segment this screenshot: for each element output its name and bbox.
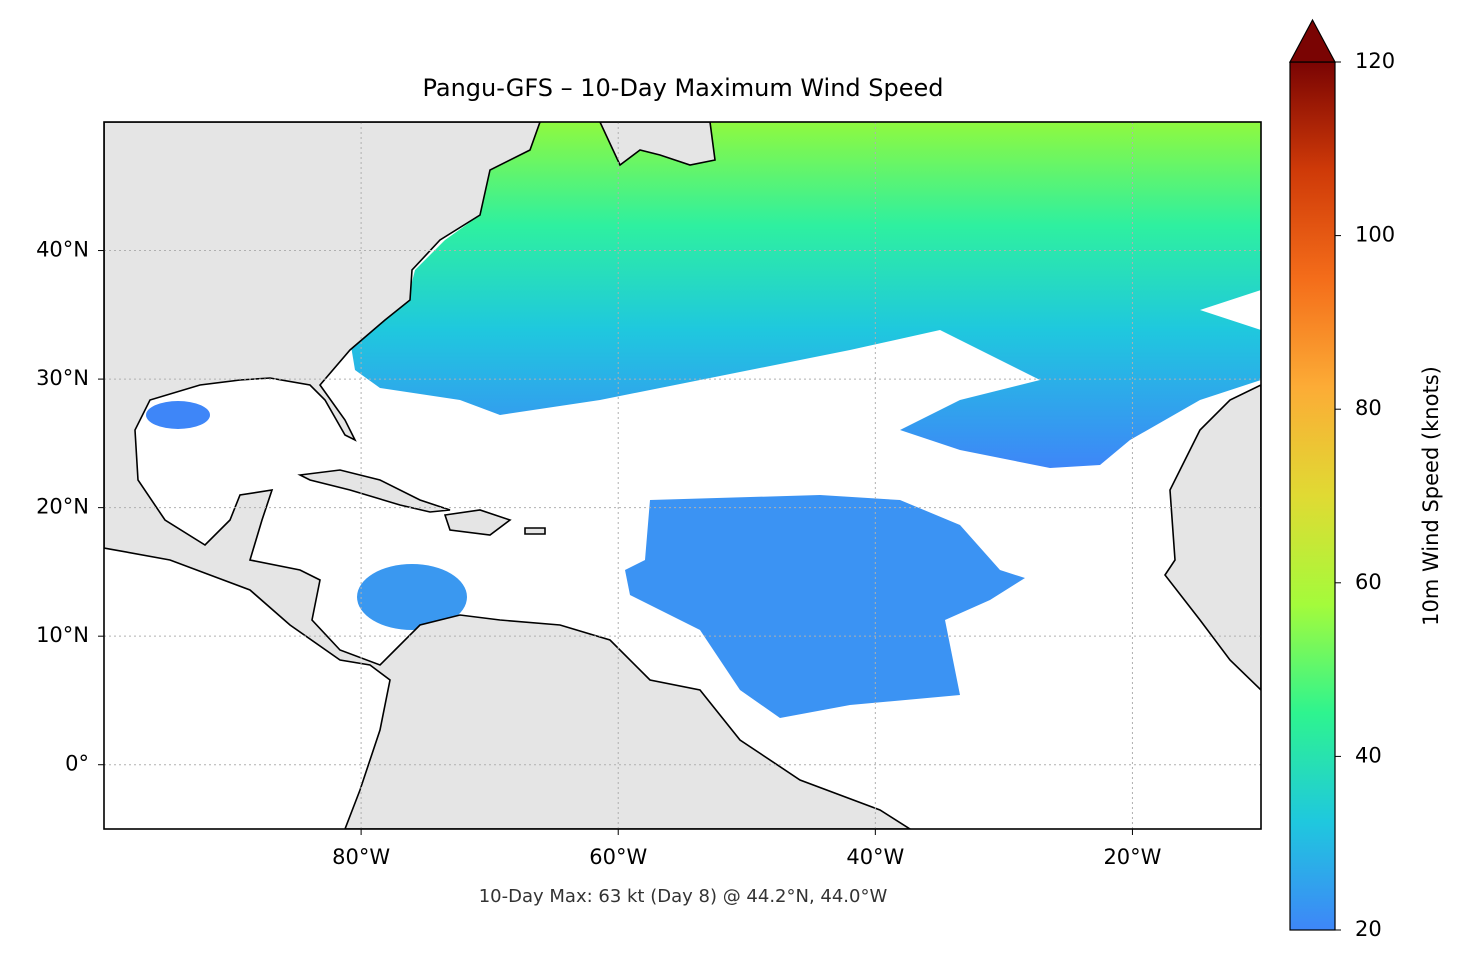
wind-region	[146, 401, 210, 429]
land	[104, 122, 912, 829]
land	[524, 527, 546, 535]
land	[297, 469, 451, 513]
wind-region	[350, 122, 1261, 468]
annotation: 10-Day Max: 63 kt (Day 8) @ 44.2°N, 44.0…	[479, 886, 888, 907]
chart-title: Pangu-GFS – 10-Day Maximum Wind Speed	[422, 74, 943, 102]
y-tick-label: 40°N	[36, 238, 89, 262]
wind-region	[357, 564, 467, 630]
x-tick-label: 60°W	[589, 845, 647, 869]
x-tick-label: 40°W	[846, 845, 904, 869]
land	[443, 509, 512, 536]
x-tick-label: 20°W	[1103, 845, 1161, 869]
colorbar	[1289, 61, 1336, 931]
colorbar-tick-label: 60	[1355, 570, 1382, 594]
colorbar-tick-label: 20	[1355, 917, 1382, 941]
colorbar-tick-label: 40	[1355, 743, 1382, 767]
y-tick-label: 30°N	[36, 366, 89, 390]
x-tick-label: 80°W	[332, 845, 390, 869]
colorbar-label: 10m Wind Speed (knots)	[1419, 366, 1443, 626]
map-frame	[103, 121, 1262, 830]
wind-region	[625, 495, 1025, 718]
land	[1164, 384, 1261, 692]
y-tick-label: 20°N	[36, 495, 89, 519]
colorbar-tick-label: 100	[1355, 223, 1395, 247]
land	[599, 122, 716, 167]
colorbar-tick-label: 120	[1355, 49, 1395, 73]
colorbar-tick-label: 80	[1355, 396, 1382, 420]
map	[104, 122, 1261, 829]
y-tick-label: 0°	[65, 752, 89, 776]
colorbar-extend	[1288, 18, 1337, 63]
y-tick-label: 10°N	[36, 623, 89, 647]
